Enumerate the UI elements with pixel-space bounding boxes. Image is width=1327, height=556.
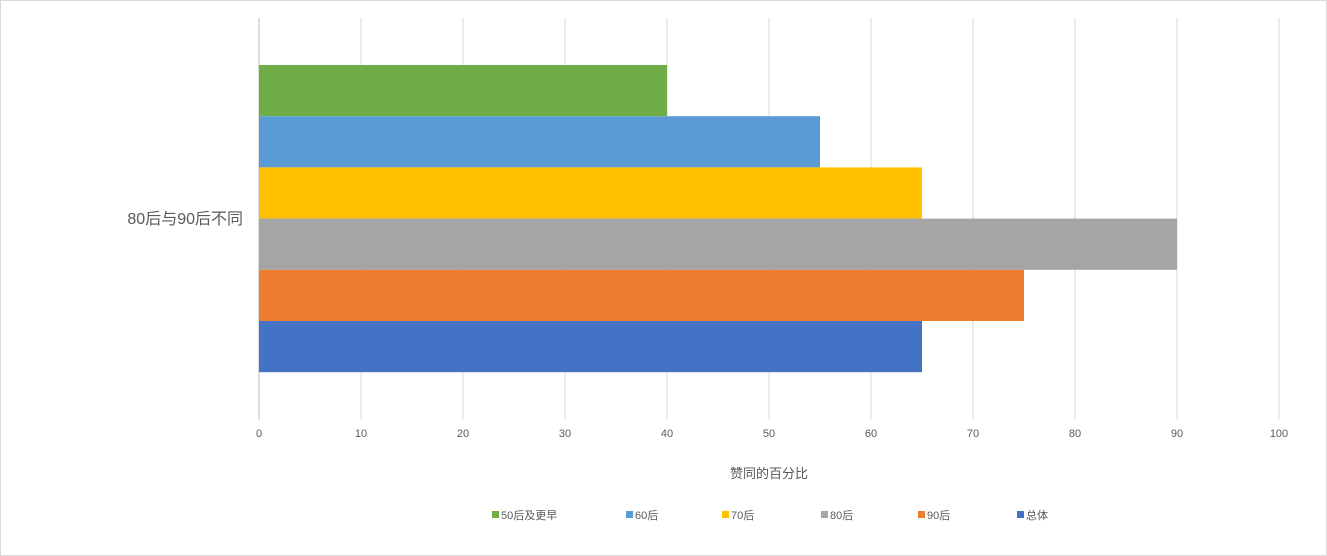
- bar-3: [259, 167, 922, 219]
- category-label: 80后与90后不同: [127, 210, 243, 228]
- legend-swatch: [492, 511, 499, 518]
- bar-4: [259, 218, 1177, 270]
- x-tick-label: 90: [1171, 428, 1183, 440]
- legend-swatch: [918, 511, 925, 518]
- bar-1: [259, 65, 667, 117]
- x-tick-label: 50: [763, 428, 775, 440]
- x-axis-title: 赞同的百分比: [730, 466, 808, 481]
- x-tick-label: 0: [256, 428, 262, 440]
- legend-swatch: [722, 511, 729, 518]
- legend-label: 80后: [830, 509, 853, 522]
- bar-5: [259, 269, 1024, 321]
- x-tick-label: 80: [1069, 428, 1081, 440]
- x-tick-label: 20: [457, 428, 469, 440]
- legend-label: 70后: [731, 509, 754, 522]
- x-tick-label: 100: [1270, 428, 1288, 440]
- legend-label: 90后: [927, 509, 950, 522]
- legend-label: 总体: [1026, 508, 1048, 522]
- x-tick-label: 40: [661, 428, 673, 440]
- x-tick-label: 70: [967, 428, 979, 440]
- x-tick-label: 10: [355, 428, 367, 440]
- legend-label: 50后及更早: [501, 509, 557, 522]
- legend-swatch: [626, 511, 633, 518]
- bar-6: [259, 321, 922, 373]
- legend-swatch: [1017, 511, 1024, 518]
- legend-label: 60后: [635, 509, 658, 522]
- x-tick-label: 30: [559, 428, 571, 440]
- bar-2: [259, 116, 820, 168]
- legend-swatch: [821, 511, 828, 518]
- x-tick-label: 60: [865, 428, 877, 440]
